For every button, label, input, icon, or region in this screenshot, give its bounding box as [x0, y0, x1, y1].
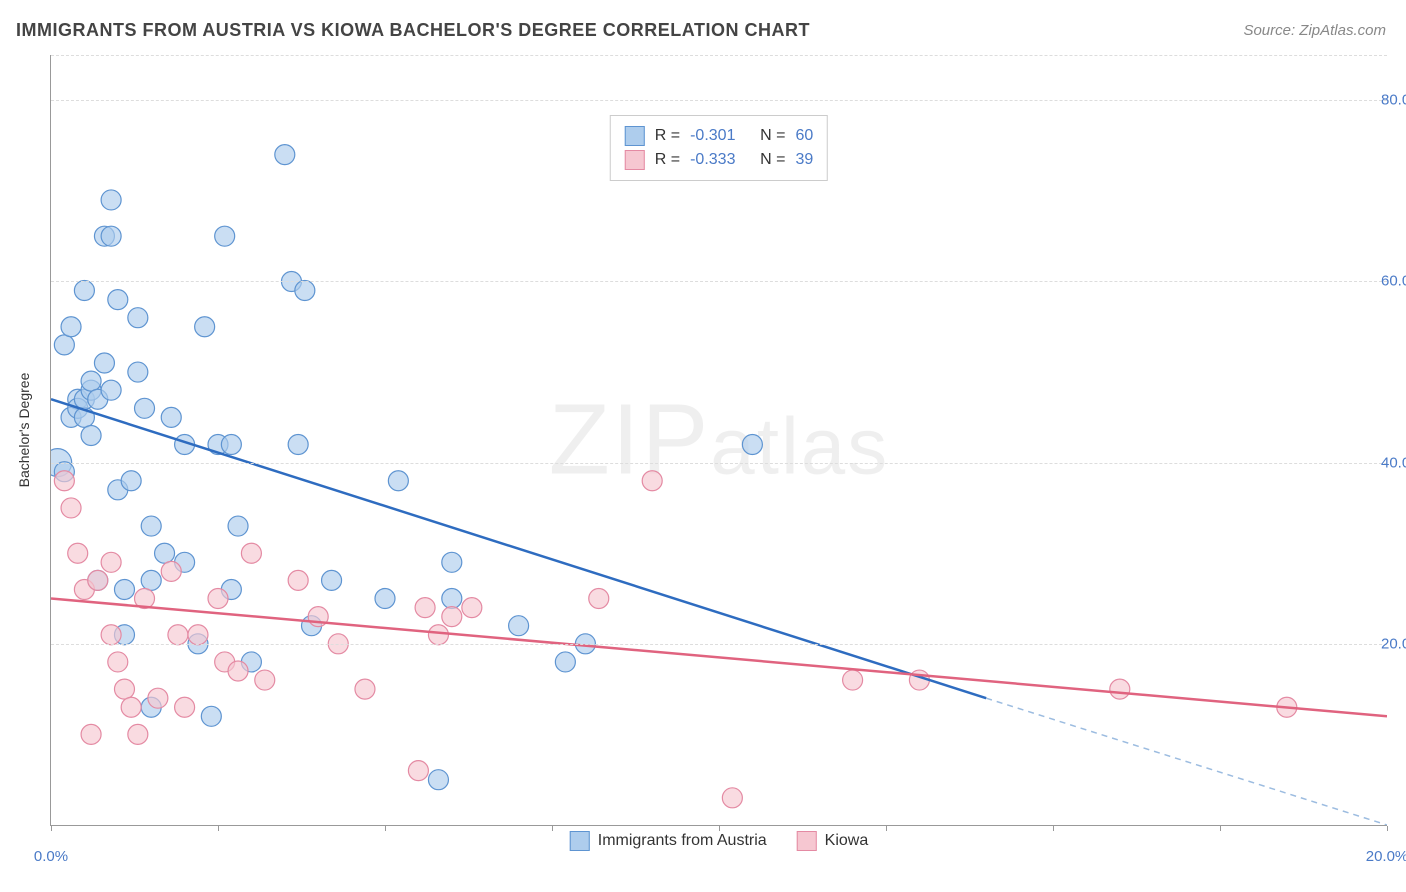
legend-series-item: Kiowa: [797, 831, 869, 851]
source-attribution: Source: ZipAtlas.com: [1243, 22, 1386, 39]
legend-stats-box: R =-0.301 N =60 R =-0.333 N =39: [610, 115, 828, 181]
legend-stat-row: R =-0.301 N =60: [625, 124, 813, 148]
legend-series-item: Immigrants from Austria: [570, 831, 767, 851]
chart-title: IMMIGRANTS FROM AUSTRIA VS KIOWA BACHELO…: [16, 20, 810, 41]
y-tick-label: 20.0%: [1381, 635, 1406, 652]
x-tick-label: 0.0%: [34, 848, 68, 865]
x-tick-label: 20.0%: [1366, 848, 1406, 865]
legend-stat-row: R =-0.333 N =39: [625, 148, 813, 172]
chart-plot-area: ZIPatlas R =-0.301 N =60 R =-0.333 N =39…: [50, 55, 1387, 826]
y-axis-label: Bachelor's Degree: [16, 373, 32, 488]
y-tick-label: 40.0%: [1381, 454, 1406, 471]
y-tick-label: 80.0%: [1381, 92, 1406, 109]
y-tick-label: 60.0%: [1381, 273, 1406, 290]
